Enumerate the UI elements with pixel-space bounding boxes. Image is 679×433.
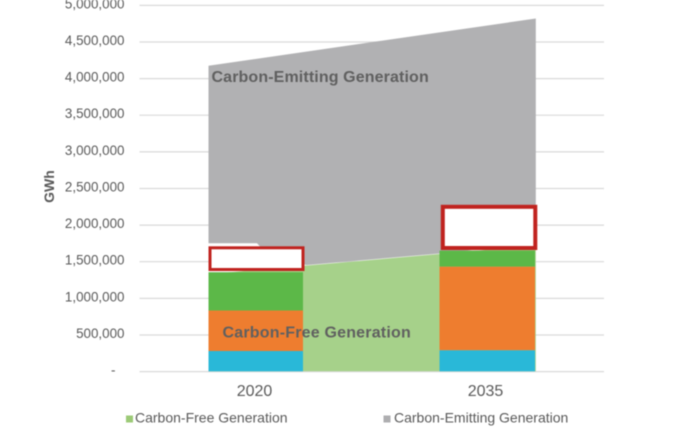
svg-text:2020: 2020	[237, 383, 273, 400]
svg-text:Carbon-Free Generation: Carbon-Free Generation	[223, 325, 411, 342]
svg-text:5,000,000: 5,000,000	[65, 0, 125, 11]
svg-text:500,000: 500,000	[76, 326, 124, 341]
svg-text:Carbon-Free Generation: Carbon-Free Generation	[135, 409, 288, 425]
svg-text:-: -	[111, 363, 115, 378]
svg-text:2,500,000: 2,500,000	[65, 180, 125, 195]
svg-text:2,000,000: 2,000,000	[65, 216, 125, 231]
svg-text:3,000,000: 3,000,000	[65, 143, 125, 158]
svg-text:4,000,000: 4,000,000	[65, 70, 125, 85]
svg-text:1,000,000: 1,000,000	[65, 289, 125, 304]
svg-text:4,500,000: 4,500,000	[65, 33, 125, 48]
svg-text:Carbon-Emitting Generation: Carbon-Emitting Generation	[394, 409, 568, 425]
svg-text:1,500,000: 1,500,000	[65, 253, 125, 268]
svg-text:3,500,000: 3,500,000	[65, 106, 125, 121]
svg-text:2035: 2035	[468, 383, 504, 400]
svg-text:Carbon-Emitting Generation: Carbon-Emitting Generation	[212, 69, 429, 86]
svg-text:GWh: GWh	[41, 170, 57, 203]
